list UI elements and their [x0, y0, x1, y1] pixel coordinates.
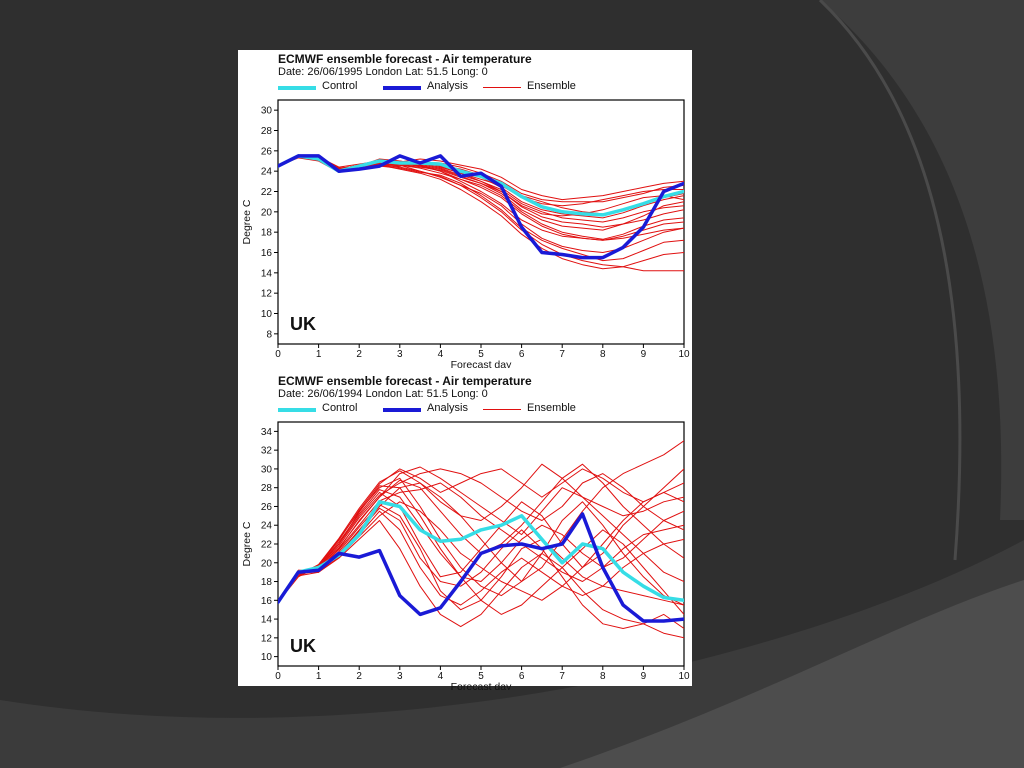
y-axis-label: Degree C [241, 199, 253, 244]
y-tick-label: 12 [261, 633, 273, 644]
y-tick-label: 16 [261, 596, 273, 607]
chart-1995: ECMWF ensemble forecast - Air temperatur… [238, 50, 692, 368]
y-tick-label: 20 [261, 207, 273, 218]
legend-swatch-analysis [383, 86, 421, 90]
x-tick-label: 9 [641, 349, 647, 360]
plot-frame [277, 99, 685, 345]
x-axis-label: Forecast day [451, 681, 512, 690]
analysis-series-line [278, 154, 684, 260]
y-tick-label: 18 [261, 577, 273, 588]
x-tick-label: 9 [641, 671, 647, 682]
ensemble-member-line [278, 155, 684, 201]
ensemble-member-line [278, 154, 684, 223]
ensemble-member-line [278, 468, 684, 603]
y-tick-label: 18 [261, 228, 273, 239]
y-tick-label: 32 [261, 446, 273, 457]
legend-label-analysis: Analysis [427, 80, 468, 92]
legend-label-analysis: Analysis [427, 402, 468, 414]
ensemble-member-line [278, 507, 684, 629]
ensemble-member-line [278, 482, 684, 603]
ensemble-member-line [278, 485, 684, 615]
x-tick-label: 8 [600, 671, 606, 682]
background-arc-outline [818, 0, 962, 561]
control-series-line [278, 500, 684, 604]
background-arc-dark [560, 0, 1024, 520]
analysis-series-line [278, 512, 684, 623]
x-tick-label: 3 [397, 349, 403, 360]
y-tick-label: 8 [266, 329, 272, 340]
region-annotation: UK [290, 314, 316, 334]
x-tick-label: 10 [678, 349, 690, 360]
x-tick-label: 6 [519, 349, 525, 360]
legend-swatch-control [278, 408, 316, 412]
x-tick-label: 4 [438, 671, 444, 682]
ensemble-member-line [278, 463, 684, 603]
x-tick-label: 5 [478, 671, 484, 682]
x-tick-label: 7 [559, 349, 565, 360]
ensemble-member-line [278, 468, 684, 603]
legend-swatch-ensemble [483, 409, 521, 410]
y-tick-label: 16 [261, 248, 273, 259]
legend-label-ensemble: Ensemble [527, 80, 576, 92]
ensemble-member-line [278, 440, 684, 603]
y-tick-label: 10 [261, 652, 273, 663]
legend-swatch-analysis [383, 408, 421, 412]
x-tick-label: 1 [316, 671, 322, 682]
ensemble-member-line [278, 520, 684, 639]
legend-label-control: Control [322, 80, 358, 92]
x-axis-label: Forecast day [451, 359, 512, 368]
x-tick-label: 3 [397, 671, 403, 682]
y-tick-label: 34 [261, 427, 273, 438]
chart-title: ECMWF ensemble forecast - Air temperatur… [278, 52, 532, 66]
legend-label-ensemble: Ensemble [527, 402, 576, 414]
y-tick-label: 14 [261, 268, 273, 279]
y-tick-label: 12 [261, 289, 273, 300]
x-tick-label: 4 [438, 349, 444, 360]
figure-panel: ECMWF ensemble forecast - Air temperatur… [238, 50, 692, 690]
x-tick-label: 0 [275, 349, 281, 360]
y-axis-label: Degree C [241, 521, 253, 566]
x-tick-label: 1 [316, 349, 322, 360]
chart-title: ECMWF ensemble forecast - Air temperatur… [278, 374, 532, 388]
background-floor-light [560, 580, 1024, 768]
chart-1994: ECMWF ensemble forecast - Air temperatur… [238, 372, 692, 690]
y-tick-label: 10 [261, 309, 273, 320]
series-group [278, 440, 684, 639]
x-tick-label: 2 [356, 671, 362, 682]
y-tick-label: 20 [261, 558, 273, 569]
series-group [278, 154, 684, 272]
x-tick-label: 7 [559, 671, 565, 682]
ensemble-member-line [278, 468, 684, 603]
y-tick-label: 14 [261, 615, 273, 626]
x-tick-label: 5 [478, 349, 484, 360]
chart-subtitle: Date: 26/06/1994 London Lat: 51.5 Long: … [278, 388, 488, 400]
legend-label-control: Control [322, 402, 358, 414]
region-annotation: UK [290, 636, 316, 656]
y-tick-label: 22 [261, 540, 273, 551]
x-tick-label: 2 [356, 349, 362, 360]
legend-swatch-control [278, 86, 316, 90]
y-tick-label: 30 [261, 106, 273, 117]
y-tick-label: 28 [261, 483, 273, 494]
x-tick-label: 8 [600, 349, 606, 360]
y-tick-label: 26 [261, 502, 273, 513]
y-tick-label: 24 [261, 521, 273, 532]
x-tick-label: 6 [519, 671, 525, 682]
chart-subtitle: Date: 26/06/1995 London Lat: 51.5 Long: … [278, 66, 488, 78]
legend-swatch-ensemble [483, 87, 521, 88]
y-tick-label: 22 [261, 187, 273, 198]
y-tick-label: 24 [261, 167, 273, 178]
x-tick-label: 10 [678, 671, 690, 682]
y-tick-label: 30 [261, 464, 273, 475]
y-tick-label: 26 [261, 146, 273, 157]
x-tick-label: 0 [275, 671, 281, 682]
y-tick-label: 28 [261, 126, 273, 137]
